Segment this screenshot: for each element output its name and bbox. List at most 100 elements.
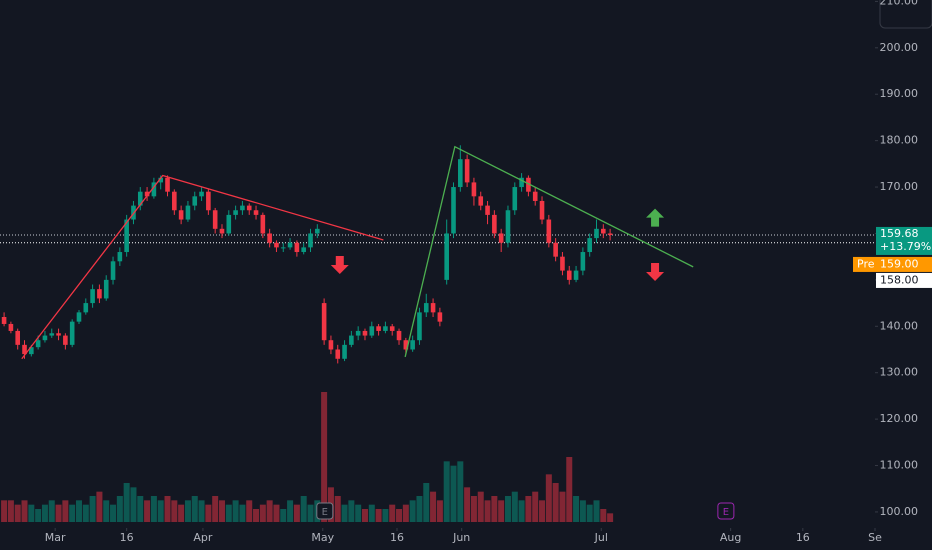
candle-body xyxy=(69,321,75,345)
candle-body xyxy=(8,323,14,331)
volume-bar xyxy=(559,491,566,522)
candle-body xyxy=(90,289,95,304)
volume-bar xyxy=(464,487,471,522)
candle-body xyxy=(301,247,306,253)
earnings-marker xyxy=(316,502,334,520)
volume-bar xyxy=(457,461,464,522)
candle-body xyxy=(97,289,102,299)
candle-body xyxy=(76,312,82,322)
y-tick-label: 180.00 xyxy=(880,134,919,147)
candle-body xyxy=(587,238,592,253)
volume-bar xyxy=(484,500,491,522)
volume-bar xyxy=(89,496,96,522)
candle-body xyxy=(29,347,34,355)
candle-body xyxy=(580,252,586,271)
candle-body xyxy=(267,233,272,243)
volume-bar xyxy=(539,500,546,522)
volume-bar xyxy=(130,487,137,522)
volume-bar xyxy=(525,496,532,522)
volume-bar xyxy=(579,500,586,522)
y-tick-label: 170.00 xyxy=(880,180,919,193)
volume-bar xyxy=(396,509,403,522)
arrow xyxy=(646,208,665,227)
candle-body xyxy=(451,187,456,234)
x-tick-label: Jun xyxy=(452,531,470,544)
candle-body xyxy=(22,344,27,355)
volume-bar xyxy=(205,504,212,522)
candle-body xyxy=(437,312,443,322)
y-tick-label: 130.00 xyxy=(880,366,919,379)
y-tick-label: 210.00 xyxy=(880,0,919,7)
volume-bar xyxy=(491,496,498,522)
candle-body xyxy=(553,242,558,257)
candle-body xyxy=(560,256,565,271)
candle-body xyxy=(308,233,313,248)
scale-button[interactable] xyxy=(879,0,932,29)
y-tick-label: 190.00 xyxy=(880,87,919,100)
candle-body xyxy=(321,303,327,341)
volume-bar xyxy=(41,504,48,522)
candle-body xyxy=(444,233,449,280)
volume-bar xyxy=(361,509,368,522)
volume-bar xyxy=(545,474,552,522)
candle-body xyxy=(294,242,300,253)
candle-body xyxy=(212,210,218,229)
candle-body xyxy=(594,228,599,239)
volume-bar xyxy=(266,500,273,522)
candle-body xyxy=(233,210,238,215)
candle-body xyxy=(342,344,347,359)
candle-body xyxy=(607,233,613,235)
candle-body xyxy=(1,317,7,324)
volume-bar xyxy=(552,483,559,522)
candle-body xyxy=(505,210,511,243)
y-tick-label: 140.00 xyxy=(880,319,919,332)
volume-bar xyxy=(443,461,450,522)
candle-body xyxy=(240,205,245,211)
candle-body xyxy=(185,205,191,220)
pre-tag: Pre xyxy=(857,257,875,270)
volume-bar xyxy=(239,504,246,522)
volume-bar xyxy=(62,500,69,522)
candle-body xyxy=(423,303,429,313)
candle-body xyxy=(158,177,164,183)
trendline xyxy=(21,174,384,360)
volume-bar xyxy=(96,491,103,522)
candle-body xyxy=(287,242,293,248)
volume-bar xyxy=(341,504,348,522)
volume-bar xyxy=(144,500,151,522)
volume-bar xyxy=(280,509,287,522)
candle-body xyxy=(376,326,381,331)
change-label: +13.79% xyxy=(880,240,931,253)
earnings-label: E xyxy=(322,507,328,518)
candle-body xyxy=(601,228,606,234)
volume-bar xyxy=(573,496,580,522)
volume-bar xyxy=(253,509,260,522)
volume-bar xyxy=(116,496,123,522)
candle-body xyxy=(546,219,552,243)
volume-bar xyxy=(532,491,539,522)
volume-bar xyxy=(123,483,130,522)
candle-body xyxy=(573,270,579,280)
volume-bar xyxy=(1,500,8,522)
candle-body xyxy=(226,214,232,234)
candle-body xyxy=(124,219,129,253)
volume-bar xyxy=(110,504,117,522)
candle-body xyxy=(464,159,470,183)
candle-body xyxy=(172,191,177,211)
volume-bar xyxy=(375,509,382,522)
candle-body xyxy=(526,177,531,192)
volume-bar xyxy=(430,491,437,522)
x-tick-label: 16 xyxy=(796,531,810,544)
candle-body xyxy=(512,187,518,211)
candle-body xyxy=(383,326,388,331)
volume-bar xyxy=(518,500,525,522)
volume-bar xyxy=(600,509,607,522)
candle-body xyxy=(362,330,368,336)
candle-body xyxy=(498,233,504,243)
candle-body xyxy=(458,159,463,188)
candle-body xyxy=(199,191,204,197)
candle-body xyxy=(349,335,354,345)
volume-bar xyxy=(137,496,144,522)
